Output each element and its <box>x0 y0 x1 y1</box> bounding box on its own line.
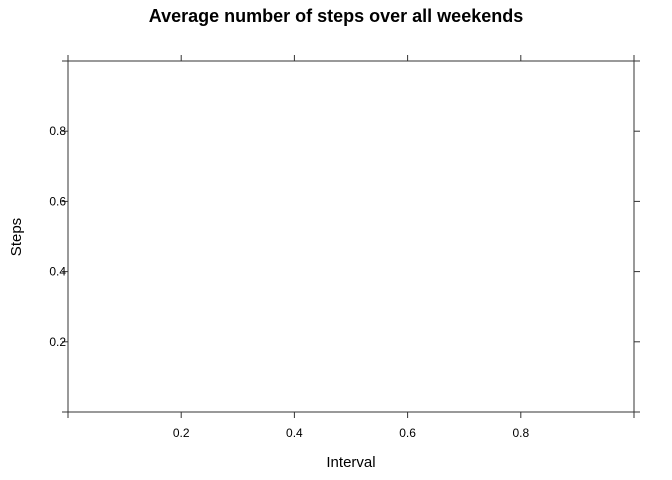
y-tick-label: 0.8 <box>49 124 66 138</box>
y-tick-label: 0.2 <box>49 335 66 349</box>
plot-frame <box>67 60 635 413</box>
y-tick-label: 0.4 <box>49 265 66 279</box>
x-tick-label: 0.2 <box>173 426 190 440</box>
axis-ticks: 0.2 0.4 0.6 0.8 0.2 0.4 0.6 0.8 <box>49 55 640 440</box>
chart-title: Average number of steps over all weekend… <box>149 6 523 26</box>
x-tick-label: 0.6 <box>399 426 416 440</box>
y-axis-label: Steps <box>8 218 25 256</box>
x-tick-label: 0.4 <box>286 426 303 440</box>
y-tick-label: 0.6 <box>49 194 66 208</box>
x-tick-label: 0.8 <box>512 426 529 440</box>
x-axis-label: Interval <box>326 454 375 471</box>
